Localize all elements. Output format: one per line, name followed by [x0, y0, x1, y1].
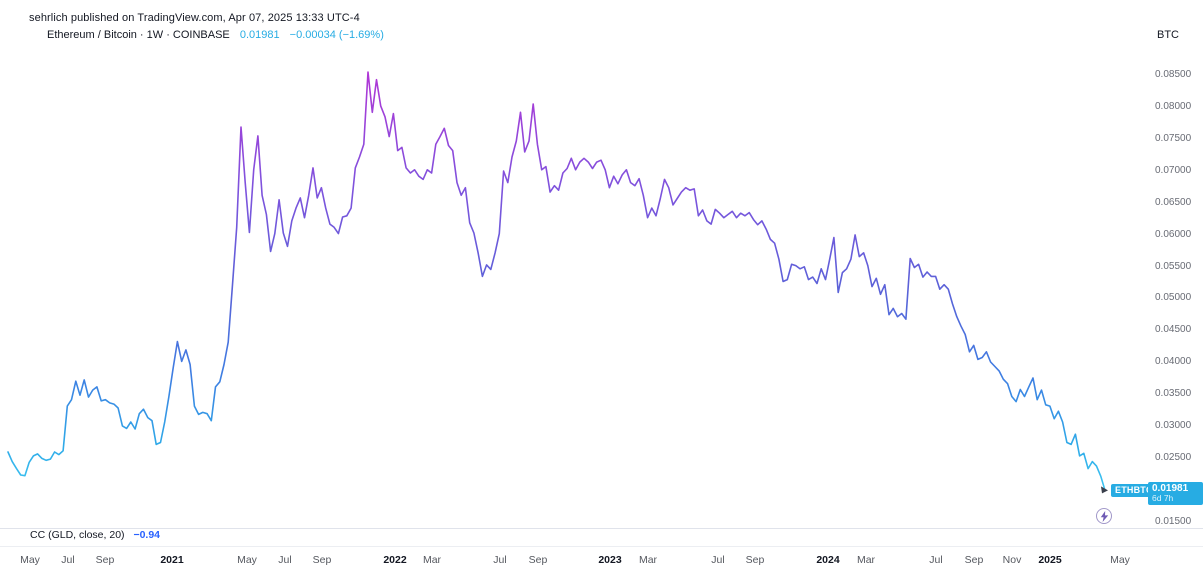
- price-tick-label: 0.06500: [1155, 196, 1192, 208]
- time-tick-month: May: [20, 554, 40, 566]
- time-axis-divider: [0, 546, 1203, 547]
- time-tick-year: 2022: [383, 554, 407, 566]
- price-tick-label: 0.04000: [1155, 356, 1192, 368]
- time-tick-year: 2024: [816, 554, 840, 566]
- indicator-value: −0.94: [133, 529, 161, 541]
- time-tick-year: 2021: [160, 554, 184, 566]
- time-tick-month: May: [1110, 554, 1130, 566]
- price-tick-label: 0.03500: [1155, 388, 1192, 400]
- time-tick-month: Sep: [528, 554, 548, 566]
- header-last-price: 0.01981: [239, 29, 280, 41]
- price-tick-label: 0.08000: [1155, 100, 1192, 112]
- bar-close-countdown: 6d 7h: [1152, 492, 1174, 503]
- time-tick-month: Mar: [422, 554, 442, 566]
- quote-currency-label: BTC: [1157, 29, 1179, 41]
- ethbtc-line-series: [7, 71, 1106, 492]
- price-tick-label: 0.07000: [1155, 164, 1192, 176]
- time-tick-month: Sep: [95, 554, 115, 566]
- price-tick-label: 0.05000: [1155, 292, 1192, 304]
- price-tick-label: 0.01500: [1155, 515, 1192, 527]
- time-tick-month: Jul: [278, 554, 292, 566]
- price-tick-label: 0.03000: [1155, 420, 1192, 432]
- time-tick-month: Sep: [745, 554, 765, 566]
- symbol-header: Ethereum / Bitcoin · 1W · COINBASE 0.019…: [47, 29, 384, 41]
- time-tick-month: Jul: [711, 554, 725, 566]
- header-price-change: −0.00034 (−1.69%): [289, 29, 384, 41]
- attribution-text: sehrlich published on TradingView.com, A…: [29, 12, 360, 24]
- time-tick-month: Mar: [856, 554, 876, 566]
- time-tick-month: Jul: [61, 554, 75, 566]
- indicator-legend[interactable]: CC (GLD, close, 20) −0.94: [30, 529, 160, 541]
- time-tick-month: Sep: [312, 554, 332, 566]
- time-tick-year: 2025: [1038, 554, 1062, 566]
- time-tick-month: May: [237, 554, 257, 566]
- symbol-title[interactable]: Ethereum / Bitcoin · 1W · COINBASE: [47, 29, 230, 41]
- time-tick-month: Nov: [1002, 554, 1022, 566]
- price-tick-label: 0.02500: [1155, 452, 1192, 464]
- flash-icon[interactable]: [1096, 508, 1112, 524]
- last-price-badge: 0.01981 6d 7h: [1148, 481, 1203, 505]
- price-tick-label: 0.08500: [1155, 69, 1192, 80]
- line-end-arrow-icon: [1101, 486, 1108, 494]
- price-scale-symbol-tag: ETHBTC: [1111, 483, 1157, 497]
- time-tick-month: Jul: [929, 554, 943, 566]
- time-tick-year: 2023: [598, 554, 622, 566]
- badge-price: 0.01981: [1152, 482, 1189, 494]
- price-tick-label: 0.07500: [1155, 132, 1192, 144]
- lightning-bolt-glyph: [1100, 510, 1108, 522]
- price-tick-label: 0.06000: [1155, 228, 1192, 240]
- indicator-label[interactable]: CC (GLD, close, 20): [30, 529, 125, 541]
- price-tick-label: 0.04500: [1155, 324, 1192, 336]
- time-tick-month: Mar: [638, 554, 658, 566]
- time-tick-month: Sep: [964, 554, 984, 566]
- pane-divider[interactable]: [0, 528, 1203, 529]
- price-tick-label: 0.05500: [1155, 260, 1192, 272]
- time-tick-month: Jul: [493, 554, 507, 566]
